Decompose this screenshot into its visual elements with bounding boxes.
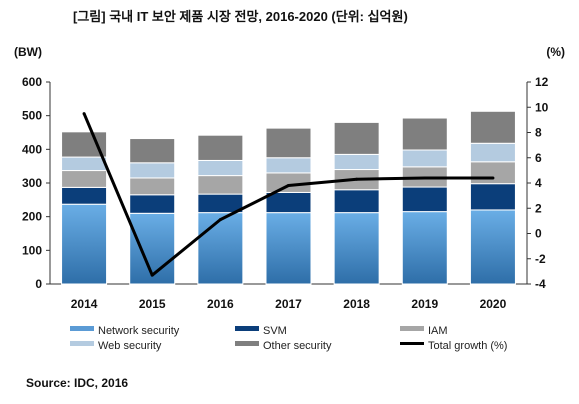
legend-swatch-svm xyxy=(235,326,259,331)
y2-tick-label: 12 xyxy=(535,75,549,89)
legend: Network security SVM IAM Web security Other … xyxy=(70,325,507,352)
bar-other-security-2020 xyxy=(469,110,516,144)
bar-iam-2014 xyxy=(61,170,108,188)
bar-other-security-2019 xyxy=(401,117,448,151)
bar-svm-2018 xyxy=(333,189,380,214)
bar-other-security-2015 xyxy=(129,138,176,164)
source-note: Source: IDC, 2016 xyxy=(26,376,128,390)
legend-swatch-other-security xyxy=(235,341,259,346)
legend-label-total-growth: Total growth (%) xyxy=(428,340,507,352)
x-tick-label: 2018 xyxy=(343,297,370,311)
bar-web-security-2019 xyxy=(401,149,448,168)
bar-network-security-2017 xyxy=(265,212,312,285)
point-total-growth-2017 xyxy=(287,184,290,188)
bar-svm-2017 xyxy=(265,191,312,214)
bar-network-security-2018 xyxy=(333,212,380,285)
point-total-growth-2015 xyxy=(150,273,154,277)
legend-label-iam: IAM xyxy=(428,325,448,337)
legend-swatch-web-security xyxy=(70,341,94,346)
bars: 2014 2015 2016 2017 2018 2019 2020 xyxy=(61,110,516,311)
y2-tick-label: 2 xyxy=(535,201,542,215)
bar-other-security-2017 xyxy=(265,127,312,159)
bar-svm-2020 xyxy=(469,183,516,211)
x-tick-label: 2015 xyxy=(139,297,166,311)
bar-iam-2020 xyxy=(469,161,516,185)
point-total-growth-2016 xyxy=(218,218,222,222)
y2-tick-label: -4 xyxy=(535,277,546,291)
y2-tick-label: 0 xyxy=(535,227,542,241)
y-tick-label: 300 xyxy=(22,176,42,190)
bar-web-security-2014 xyxy=(61,156,108,172)
bar-svm-2019 xyxy=(401,186,448,213)
x-tick-label: 2017 xyxy=(275,297,302,311)
x-tick-label: 2014 xyxy=(71,297,98,311)
bar-network-security-2019 xyxy=(401,211,448,285)
y2-axis-label: (%) xyxy=(546,45,565,59)
bar-network-security-2016 xyxy=(197,212,244,285)
y-axis-label: (BW) xyxy=(14,45,42,59)
point-total-growth-2014 xyxy=(82,112,86,116)
y2-tick-label: 4 xyxy=(535,176,542,190)
y2-tick-label: 6 xyxy=(535,151,542,165)
legend-label-web-security: Web security xyxy=(98,340,162,352)
legend-label-other-security: Other security xyxy=(263,340,332,352)
growth-line xyxy=(82,112,495,277)
point-total-growth-2019 xyxy=(423,176,427,180)
legend-swatch-network-security xyxy=(70,326,94,331)
y-tick-label: 400 xyxy=(22,142,42,156)
point-total-growth-2018 xyxy=(355,177,359,181)
legend-swatch-iam xyxy=(400,326,424,331)
bar-network-security-2020 xyxy=(469,209,516,285)
y2-tick-label: -2 xyxy=(535,252,546,266)
y-tick-label: 200 xyxy=(22,210,42,224)
point-total-growth-2020 xyxy=(491,176,495,180)
x-tick-label: 2016 xyxy=(207,297,234,311)
bar-web-security-2016 xyxy=(197,159,244,177)
y-tick-label: 600 xyxy=(22,75,42,89)
bar-other-security-2018 xyxy=(333,121,380,155)
bar-web-security-2020 xyxy=(469,142,516,163)
bar-web-security-2017 xyxy=(265,157,312,174)
bar-svm-2016 xyxy=(197,193,244,214)
y2-tick-label: 8 xyxy=(535,126,542,140)
bar-svm-2014 xyxy=(61,186,108,205)
bar-web-security-2018 xyxy=(333,153,380,171)
bar-web-security-2015 xyxy=(129,162,176,179)
x-tick-label: 2019 xyxy=(411,297,438,311)
y-tick-label: 100 xyxy=(22,243,42,257)
y-tick-label: 0 xyxy=(35,277,42,291)
bar-iam-2015 xyxy=(129,177,176,196)
bar-other-security-2016 xyxy=(197,134,244,161)
bar-svm-2015 xyxy=(129,194,176,214)
bar-iam-2016 xyxy=(197,175,244,195)
legend-label-svm: SVM xyxy=(263,325,287,337)
y2-tick-label: 10 xyxy=(535,100,549,114)
y-tick-label: 500 xyxy=(22,109,42,123)
bar-network-security-2014 xyxy=(61,203,108,285)
x-tick-label: 2020 xyxy=(480,297,507,311)
chart-title: [그림] 국내 IT 보안 제품 시장 전망, 2016-2020 (단위: 십… xyxy=(73,9,408,24)
legend-label-network-security: Network security xyxy=(98,325,180,337)
